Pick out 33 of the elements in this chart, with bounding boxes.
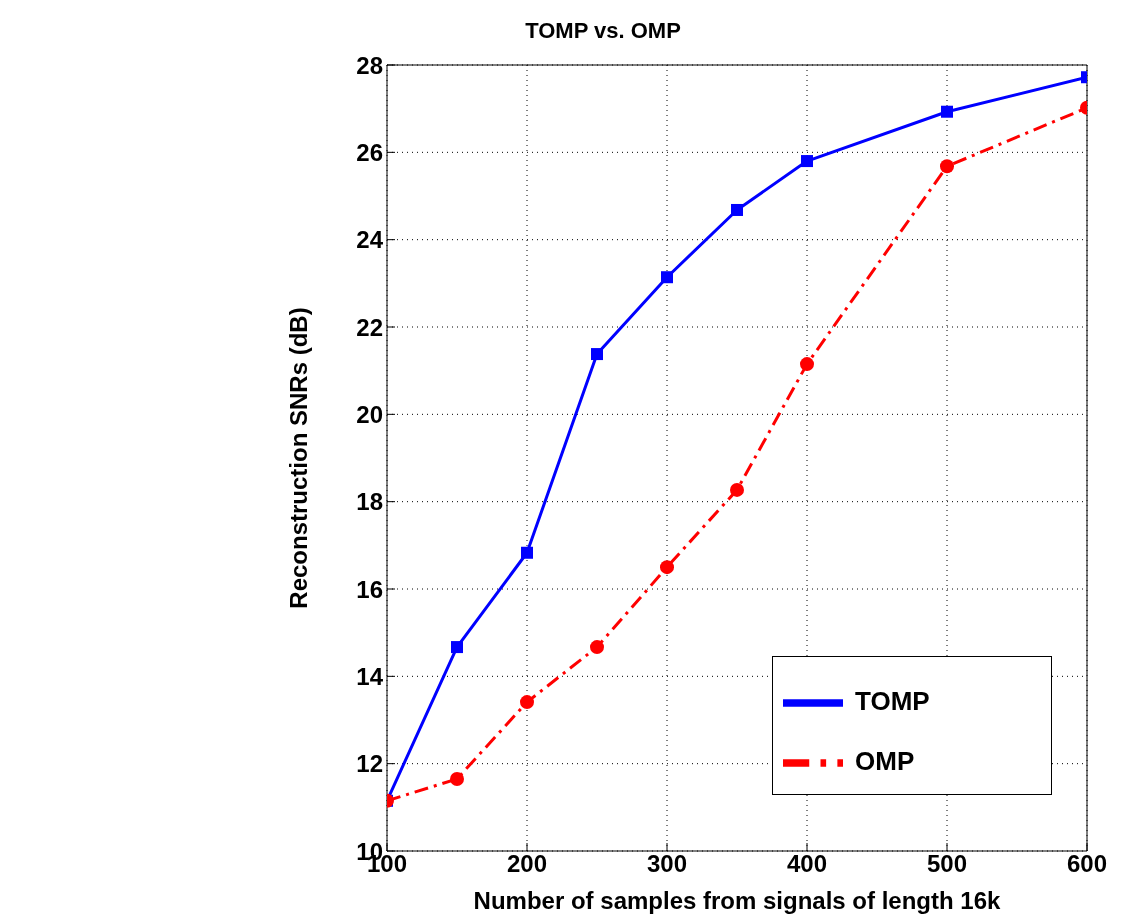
y-tick-label: 20 (356, 400, 383, 428)
point (941, 105, 953, 118)
point (451, 641, 463, 654)
point (520, 695, 534, 710)
legend-label: TOMP (855, 685, 930, 716)
y-tick-label: 22 (356, 313, 383, 341)
point (801, 155, 813, 168)
point (591, 348, 603, 361)
x-tick-label: 400 (786, 850, 828, 878)
y-tick-label: 16 (356, 575, 383, 603)
x-tick-label: 500 (926, 850, 968, 878)
y-tick-label: 14 (356, 662, 384, 690)
point (800, 357, 814, 372)
chart-title: TOMP vs. OMP (525, 18, 681, 43)
point (450, 771, 464, 786)
x-tick-label: 300 (646, 850, 688, 878)
y-tick-label: 18 (356, 488, 383, 516)
x-tick-label: 600 (1066, 850, 1108, 878)
x-axis-title: Number of samples from signals of length 16k (473, 887, 1002, 914)
point (661, 271, 673, 284)
y-axis-title: Reconstruction SNRs (dB) (284, 307, 312, 609)
point (590, 640, 604, 655)
point (940, 159, 954, 174)
point (521, 546, 533, 559)
y-tick-label: 24 (356, 226, 384, 254)
point (660, 560, 674, 575)
y-tick-label: 26 (356, 138, 383, 166)
y-tick-label: 12 (356, 750, 383, 778)
legend-label: OMP (855, 745, 915, 776)
point (730, 482, 744, 497)
point (731, 203, 743, 216)
y-tick-label: 28 (356, 51, 383, 79)
x-tick-label: 200 (506, 850, 548, 878)
